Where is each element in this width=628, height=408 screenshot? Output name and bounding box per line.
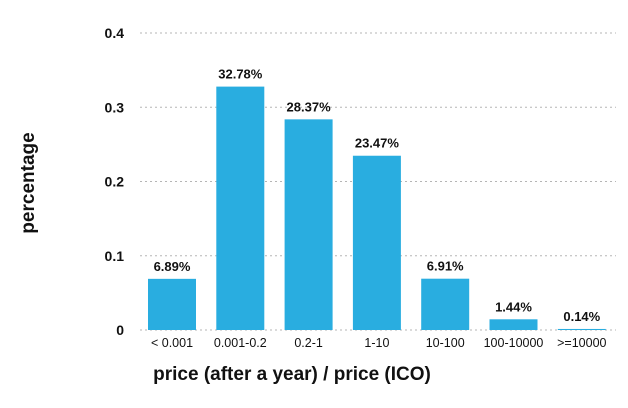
y-axis-ticks: 0 0.1 0.2 0.3 0.4 <box>105 25 125 338</box>
x-axis-categories: < 0.001 0.001-0.2 0.2-1 1-10 10-100 100-10000… <box>151 336 607 350</box>
x-category-label: < 0.001 <box>151 336 193 350</box>
data-label: 6.89% <box>154 259 191 274</box>
y-tick-label: 0.4 <box>105 25 125 41</box>
y-tick-label: 0.1 <box>105 248 125 264</box>
bars <box>148 86 606 331</box>
bar <box>421 278 470 330</box>
x-axis-title: price (after a year) / price (ICO) <box>153 364 431 385</box>
y-tick-label: 0 <box>116 322 124 338</box>
x-category-label: 0.001-0.2 <box>214 336 267 350</box>
bar <box>216 86 265 331</box>
bar <box>148 278 196 330</box>
data-label: 23.47% <box>355 136 400 151</box>
bar <box>489 319 538 330</box>
data-label: 1.44% <box>495 299 532 314</box>
x-category-label: 0.2-1 <box>294 336 323 350</box>
x-category-label: 100-10000 <box>484 336 544 350</box>
bar <box>284 119 333 330</box>
y-tick-label: 0.3 <box>105 99 125 115</box>
x-category-label: >=10000 <box>557 336 606 350</box>
x-category-label: 10-100 <box>426 336 465 350</box>
data-label: 32.78% <box>218 67 263 82</box>
data-label: 0.14% <box>563 309 600 324</box>
bar <box>352 155 401 330</box>
x-category-label: 1-10 <box>364 336 389 350</box>
bar <box>557 328 606 330</box>
y-tick-label: 0.2 <box>105 174 125 190</box>
data-label: 6.91% <box>427 259 464 274</box>
y-axis-title: percentage <box>18 132 39 233</box>
data-label: 28.37% <box>287 99 332 114</box>
data-labels: 6.89% 32.78% 28.37% 23.47% 6.91% 1.44% 0.14% <box>154 67 601 324</box>
